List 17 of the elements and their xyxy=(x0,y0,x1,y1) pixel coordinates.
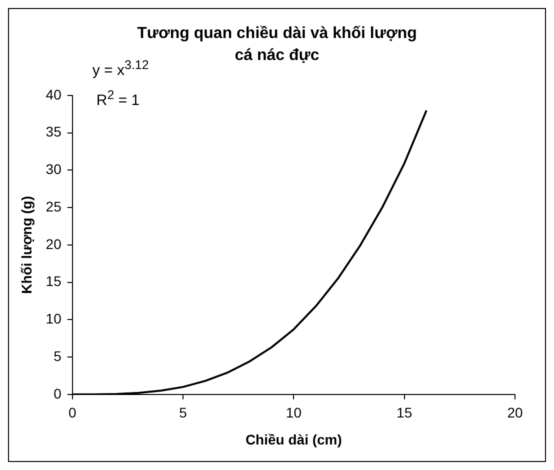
y-tick-label: 5 xyxy=(54,348,62,364)
y-tick-label: 25 xyxy=(46,198,62,214)
y-tick-label: 40 xyxy=(46,86,62,102)
y-tick-label: 20 xyxy=(46,236,62,252)
y-tick-label: 15 xyxy=(46,273,62,290)
x-tick-label: 20 xyxy=(507,404,523,421)
x-tick-label: 10 xyxy=(286,404,302,421)
y-axis-title: Khối lượng (g) xyxy=(18,196,34,294)
y-tick-label: 0 xyxy=(54,385,62,402)
y-tick-label: 35 xyxy=(46,124,62,140)
y-tick-label: 30 xyxy=(46,161,62,178)
x-axis-title: Chiều dài (cm) xyxy=(245,431,342,448)
x-tick-label: 15 xyxy=(396,404,412,421)
x-tick-label: 5 xyxy=(179,404,188,421)
annotation: R$^{2}$ = 1 xyxy=(96,87,141,112)
y-tick-label: 10 xyxy=(46,310,62,327)
x-tick-label: 0 xyxy=(68,404,76,421)
